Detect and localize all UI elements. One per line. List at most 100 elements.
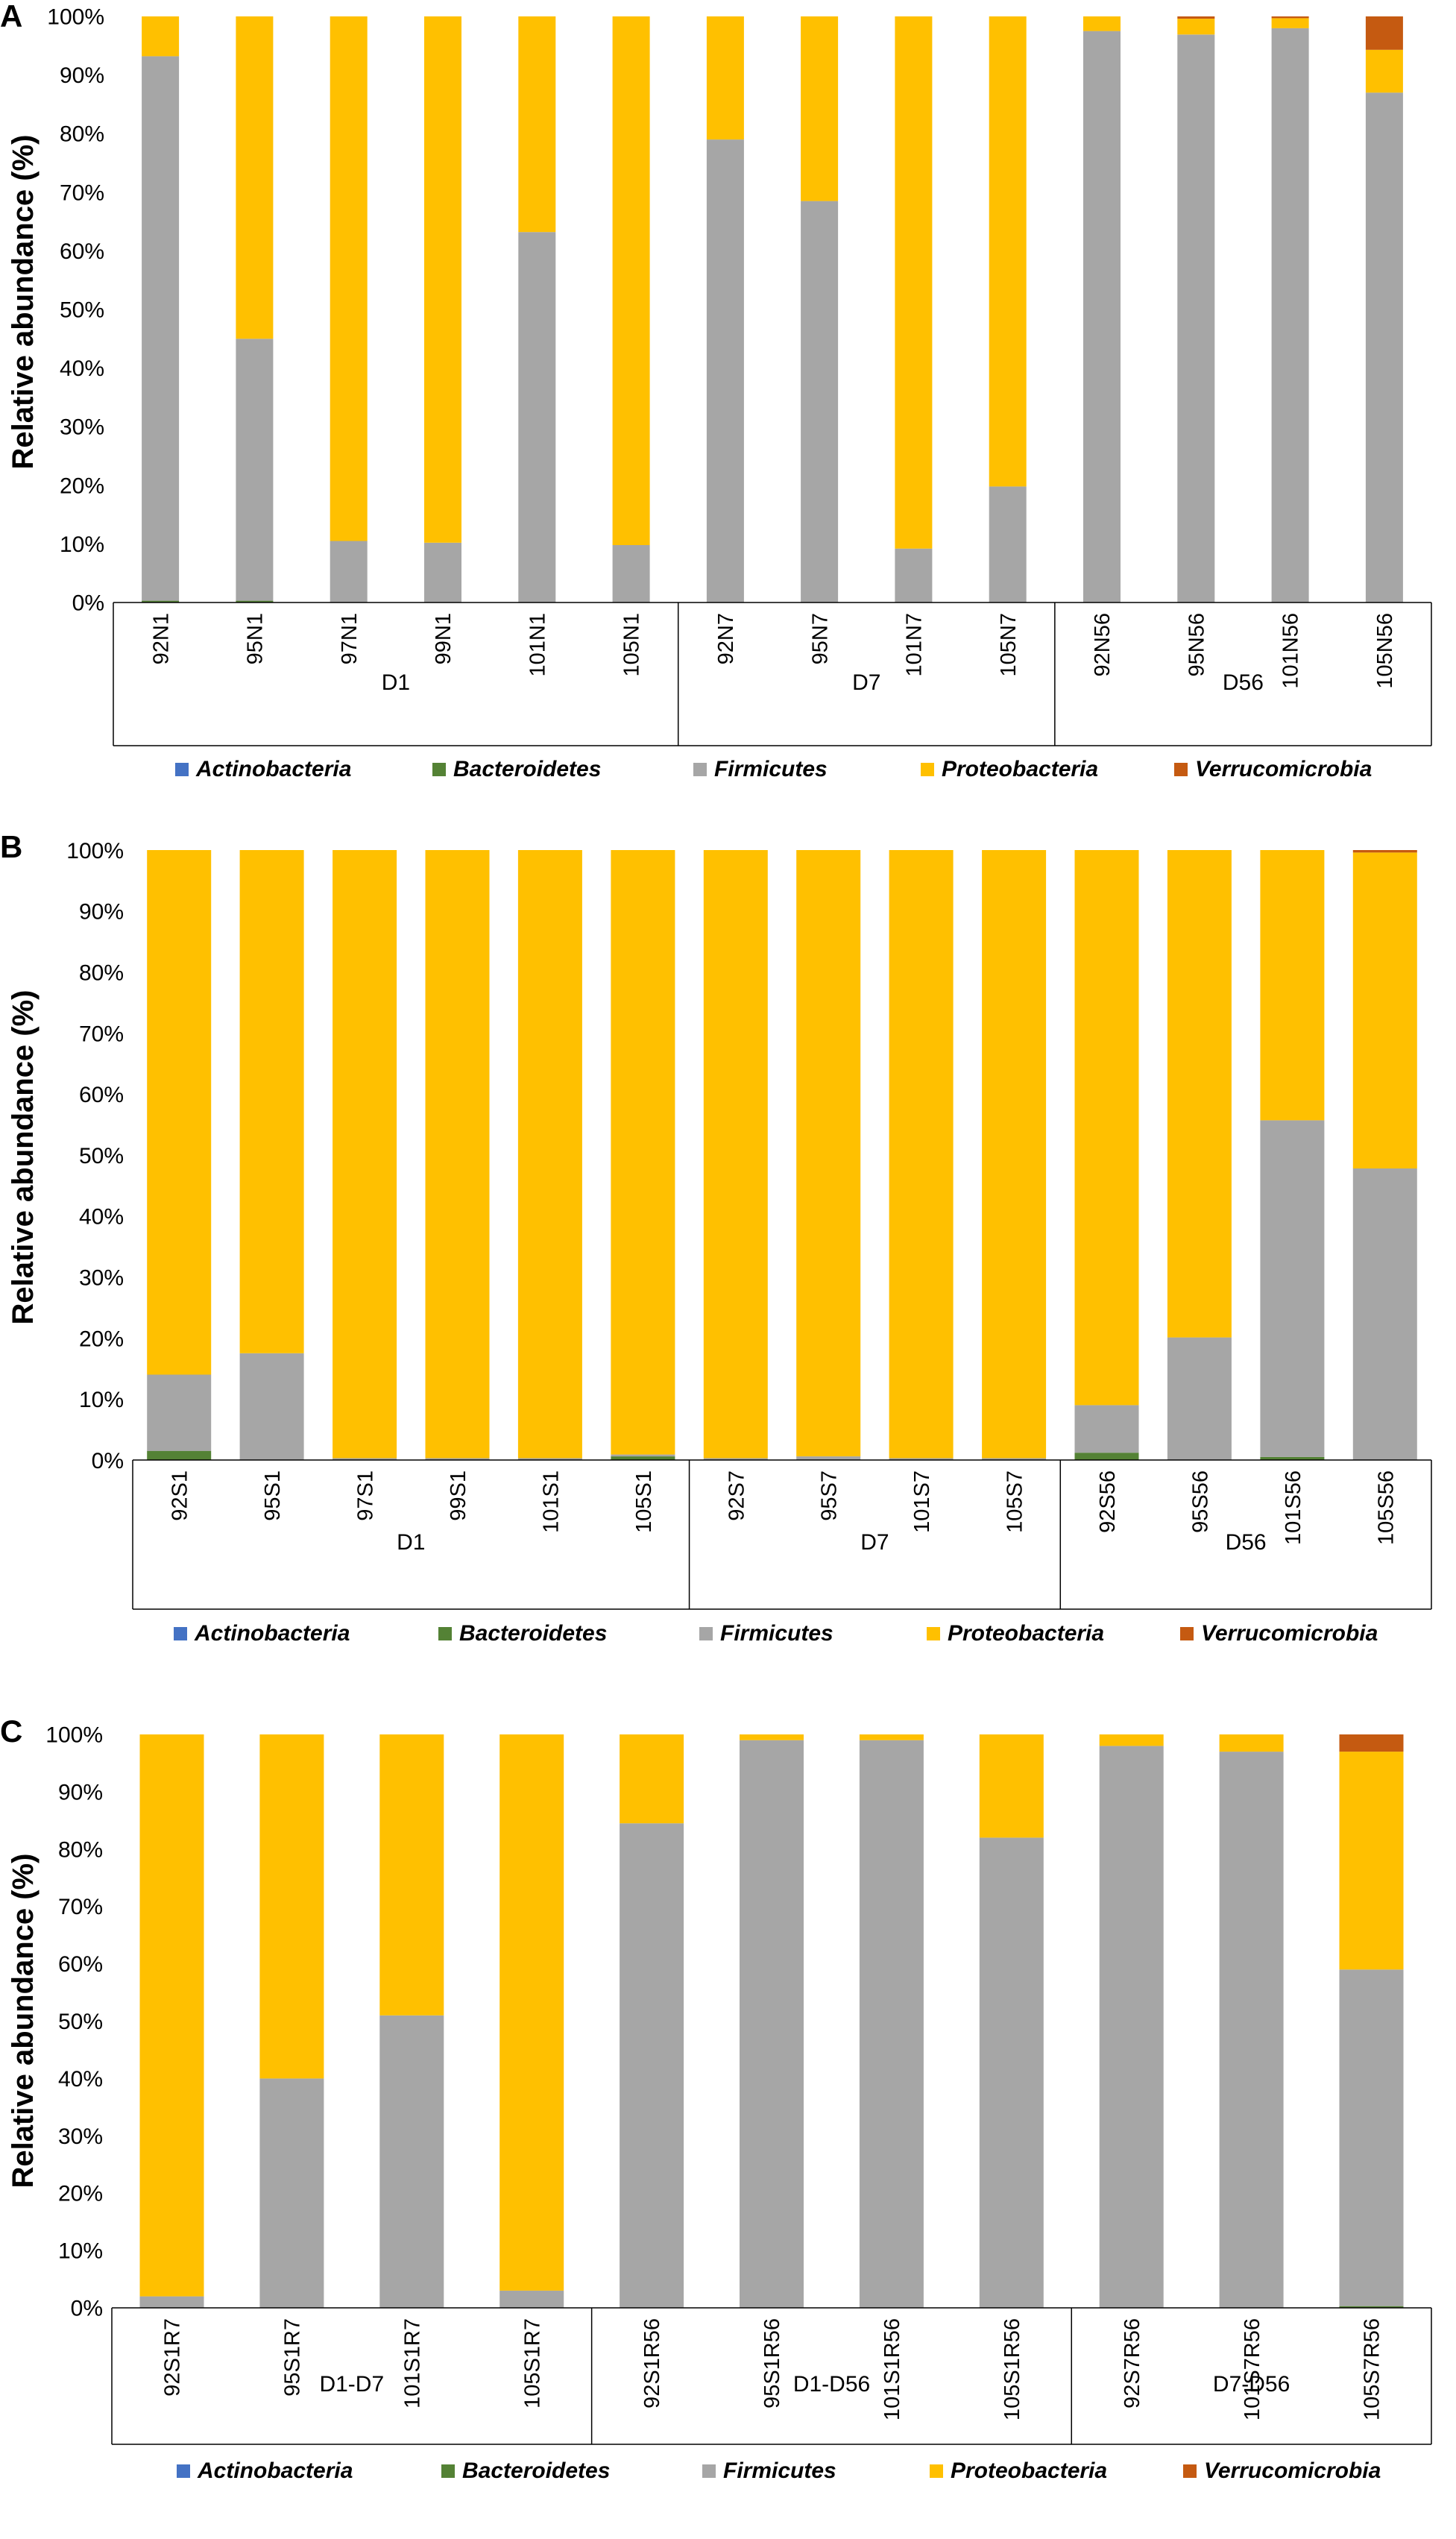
group-label: D1 (382, 670, 410, 695)
y-tick-label: 80% (60, 122, 104, 147)
bar-firmicutes-105s1r7 (499, 2290, 564, 2308)
bar-proteobacteria-105s1 (611, 850, 675, 1455)
y-tick-label: 20% (58, 2182, 103, 2206)
bar-proteobacteria-105s7 (982, 850, 1047, 1459)
bar-proteobacteria-99n1 (424, 16, 461, 543)
group-label: D1-D7 (319, 2372, 384, 2397)
legend-swatch-bacteroidetes (438, 1627, 452, 1640)
panel-letter: B (0, 829, 22, 864)
y-tick-label: 100% (45, 1723, 103, 1748)
bar-proteobacteria-95s1 (239, 850, 304, 1353)
category-label: 105S1R7 (520, 2318, 544, 2409)
y-tick-label: 100% (66, 839, 124, 863)
category-labels: 92S1 95S1 97S1 99S1 101S1 105S1 92S7 95S7 101S7 1… (168, 1470, 1399, 1545)
group-labels: D1 D7 D56 (382, 670, 1264, 695)
group-label: D56 (1223, 670, 1264, 695)
y-tick-label: 50% (60, 298, 104, 323)
legend-label-actinobacteria: Actinobacteria (197, 2458, 353, 2483)
category-label: 95S1 (261, 1470, 285, 1521)
legend-label-bacteroidetes: Bacteroidetes (453, 757, 601, 781)
category-label: 105S1 (632, 1470, 656, 1533)
category-labels: 92S1R7 95S1R7 101S1R7 105S1R7 92S1R56 95S1R56… (161, 2318, 1384, 2420)
bar-firmicutes-92s1r7 (139, 2296, 204, 2308)
legend-label-bacteroidetes: Bacteroidetes (459, 1621, 607, 1646)
y-tick-label: 10% (79, 1388, 124, 1412)
category-label: 101N7 (903, 613, 927, 676)
bar-proteobacteria-97n1 (330, 16, 368, 541)
category-label: 105N7 (997, 613, 1021, 676)
legend-label-actinobacteria: Actinobacteria (195, 757, 351, 781)
bar-firmicutes-105n7 (989, 486, 1027, 602)
category-label: 101S1R7 (400, 2318, 424, 2409)
bar-bacteroidetes-101s56 (1260, 1456, 1325, 1460)
bar-bacteroidetes-105s7r56 (1339, 2306, 1404, 2308)
y-ticks: 0% 10% 20% 30% 40% 50% 60% 70% 80% 90% 100% (47, 5, 104, 616)
bar-verrucomicrobia-101n56 (1271, 16, 1309, 19)
legend-swatch-actinobacteria (177, 2464, 190, 2478)
legend: Actinobacteria Bacteroidetes Firmicutes Pro… (174, 1621, 1378, 1646)
y-tick-label: 30% (58, 2124, 103, 2149)
y-tick-label: 40% (79, 1205, 124, 1230)
group-label: D7-D56 (1213, 2372, 1290, 2397)
y-tick-label: 50% (79, 1144, 124, 1168)
bar-proteobacteria-101s7 (889, 850, 954, 1459)
bar-firmicutes-92s7 (703, 1458, 768, 1460)
category-label: 105S7 (1003, 1470, 1027, 1533)
y-axis-label: Relative abundance (%) (7, 990, 40, 1324)
group-label: D1-D56 (793, 2372, 870, 2397)
y-tick-label: 60% (58, 1952, 103, 1977)
bar-proteobacteria-105n7 (989, 16, 1027, 487)
y-tick-label: 0% (72, 591, 104, 616)
y-tick-label: 10% (58, 2239, 103, 2264)
legend-swatch-firmicutes (693, 763, 707, 776)
y-tick-label: 0% (92, 1449, 124, 1473)
bar-firmicutes-105n56 (1365, 92, 1403, 602)
category-label: 99N1 (432, 613, 456, 664)
category-label: 105S7R56 (1361, 2318, 1384, 2420)
bar-firmicutes-95s56 (1167, 1337, 1232, 1460)
bar-proteobacteria-92s56 (1074, 850, 1139, 1406)
bar-verrucomicrobia-105s7r56 (1339, 1734, 1404, 1752)
category-label: 101S1 (539, 1470, 563, 1533)
bar-firmicutes-105s56 (1352, 1168, 1417, 1460)
y-tick-label: 60% (60, 239, 104, 264)
bar-verrucomicrobia-95n56 (1177, 16, 1215, 19)
bar-firmicutes-105n1 (612, 545, 650, 602)
y-tick-label: 10% (60, 532, 104, 557)
y-axis-label: Relative abundance (%) (7, 134, 40, 469)
bar-verrucomicrobia-105n56 (1365, 16, 1403, 50)
legend-label-verrucomicrobia: Verrucomicrobia (1204, 2458, 1381, 2483)
category-label: 92S7R56 (1121, 2318, 1144, 2409)
bar-firmicutes-92s56 (1074, 1405, 1139, 1453)
legend-swatch-actinobacteria (175, 763, 189, 776)
bar-firmicutes-101n56 (1271, 28, 1309, 602)
bar-proteobacteria-97s1 (333, 850, 397, 1459)
bar-proteobacteria-95n1 (236, 16, 274, 339)
bar-firmicutes-95s1r56 (740, 1740, 804, 2308)
legend-swatch-verrucomicrobia (1183, 2464, 1197, 2478)
legend-label-verrucomicrobia: Verrucomicrobia (1201, 1621, 1378, 1646)
y-tick-label: 0% (71, 2297, 103, 2321)
y-tick-label: 70% (79, 1022, 124, 1046)
category-label: 92S56 (1096, 1470, 1120, 1533)
y-tick-label: 40% (60, 356, 104, 381)
bar-proteobacteria-105s1r56 (979, 1734, 1044, 1838)
legend-label-firmicutes: Firmicutes (723, 2458, 836, 2483)
y-tick-label: 60% (79, 1083, 124, 1107)
bar-firmicutes-101s1r56 (859, 1740, 924, 2308)
legend-swatch-proteobacteria (921, 763, 934, 776)
category-label: 101N56 (1279, 613, 1303, 689)
axis-lines (113, 602, 1432, 746)
y-ticks: 0% 10% 20% 30% 40% 50% 60% 70% 80% 90% 100% (45, 1723, 103, 2321)
y-tick-label: 40% (58, 2067, 103, 2092)
bars (142, 16, 1403, 603)
category-label: 101N1 (526, 613, 549, 676)
y-tick-label: 30% (60, 415, 104, 440)
y-tick-label: 90% (79, 900, 124, 925)
bar-firmicutes-105s7r56 (1339, 1969, 1404, 2306)
legend: Actinobacteria Bacteroidetes Firmicutes Pro… (177, 2458, 1381, 2483)
category-label: 92N1 (149, 613, 173, 664)
bar-firmicutes-105s7 (982, 1458, 1047, 1460)
bar-firmicutes-92s7r56 (1099, 1746, 1164, 2308)
bar-proteobacteria-101n1 (518, 16, 556, 233)
